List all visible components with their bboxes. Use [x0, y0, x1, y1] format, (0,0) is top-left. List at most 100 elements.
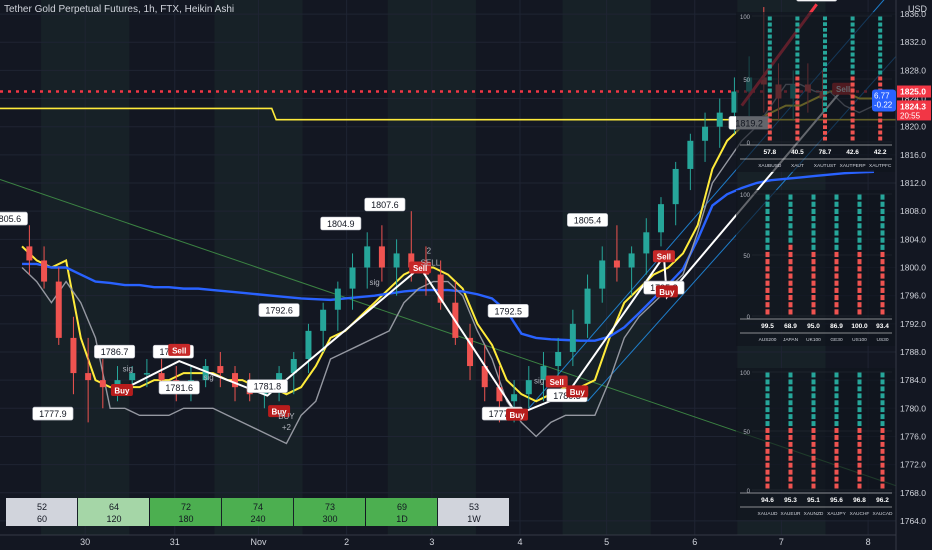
candle-body	[129, 373, 136, 381]
indicator-bar-segment	[880, 393, 885, 399]
current-price-bg	[897, 85, 931, 98]
indicator-bar-segment	[878, 124, 883, 129]
timeframe-score: 74	[253, 502, 263, 512]
indicator-value: 96.2	[876, 497, 889, 504]
timeframe-score: 53	[469, 502, 479, 512]
indicator-tick: 100	[740, 371, 751, 377]
indicator-bar-segment	[811, 476, 816, 482]
timeframe-label: 60	[37, 514, 47, 524]
candle-body	[628, 253, 635, 268]
price-mark-box	[567, 213, 609, 227]
indicator-bar-segment	[823, 79, 827, 84]
indicator-bar-segment	[795, 136, 800, 141]
indicator-bar-segment	[788, 251, 793, 258]
indicator-label: XAUJPY	[827, 511, 846, 517]
indicator-bar-segment	[834, 287, 839, 293]
indicator-bar-segment	[765, 414, 770, 420]
indicator-bar-segment	[880, 230, 885, 236]
indicator-bar-segment	[880, 469, 885, 475]
indicator-bar-segment	[811, 393, 816, 399]
candle-body	[55, 281, 62, 338]
y-tick-label: 1808.0	[900, 206, 926, 216]
indicator-value: 57.8	[763, 149, 776, 156]
candle-body	[437, 274, 444, 303]
indicator-bar-segment	[765, 230, 770, 236]
last-price-label: 1824.3	[900, 101, 926, 111]
chart-annotation: sig	[123, 365, 133, 374]
price-mark: 1792.6	[258, 303, 300, 317]
indicator-bar-segment	[857, 251, 862, 258]
indicator-bar-segment	[767, 88, 772, 93]
indicator-bar-segment	[834, 393, 839, 399]
candle-body	[85, 373, 92, 381]
indicator-label: XAUNZD	[804, 511, 824, 517]
indicator-bar-segment	[811, 194, 816, 200]
candle-body	[158, 373, 165, 381]
indicator-value: 96.8	[853, 497, 866, 504]
buy-signal-box	[506, 408, 529, 421]
indicator-value: 86.9	[830, 323, 843, 330]
indicator-bar-segment	[834, 372, 839, 378]
indicator-bar-segment	[811, 309, 816, 315]
indicator-bar-segment	[857, 223, 862, 229]
indicator-bar-segment	[857, 280, 862, 286]
indicator-label: GE30	[830, 337, 843, 343]
indicator-bar-segment	[834, 230, 839, 236]
indicator-bar-segment	[834, 414, 839, 420]
indicator-bar-segment	[795, 130, 800, 135]
indicator-bar-segment	[788, 194, 793, 200]
indicator-bar-segment	[880, 244, 885, 250]
indicator-bar-segment	[823, 16, 827, 21]
indicator-bar-segment	[823, 85, 827, 89]
sell-signal: Sell	[168, 343, 191, 356]
price-mark: 1837.4	[796, 0, 838, 2]
indicator-bar-segment	[765, 434, 770, 440]
indicator-bar-segment	[788, 309, 793, 315]
indicator-bar-segment	[880, 223, 885, 229]
indicator-label: XAUTUST	[814, 163, 836, 169]
y-tick-label: 1776.0	[900, 431, 926, 441]
indicator-bar-segment	[834, 407, 839, 413]
indicator-bar-segment	[788, 201, 793, 207]
indicator-bar-segment	[878, 82, 883, 87]
indicator-bar-segment	[880, 434, 885, 440]
stats-tag-lower: -0.22	[874, 101, 893, 110]
indicator-bar-segment	[850, 46, 855, 51]
candle-body	[702, 126, 709, 141]
indicator-label: XAUBUSD	[758, 163, 782, 169]
indicator-bar-segment	[788, 223, 793, 229]
indicator-bar-segment	[788, 393, 793, 399]
indicator-bar-segment	[850, 88, 855, 93]
indicator-bar-segment	[765, 194, 770, 200]
indicator-bar-segment	[834, 434, 839, 440]
indicator-label: XAUT	[791, 163, 804, 169]
indicator-bar-segment	[823, 136, 827, 141]
indicator-bar-segment	[857, 294, 862, 301]
price-mark-box	[364, 197, 406, 212]
indicator-bar-segment	[795, 40, 800, 45]
sell-signal: Sell	[409, 261, 432, 274]
indicator-bar-segment	[878, 40, 883, 45]
indicator-value: 95.0	[807, 323, 820, 330]
price-mark-box	[258, 303, 300, 317]
buy-signal-label: Buy	[509, 411, 525, 420]
indicator-bar-segment	[788, 230, 793, 236]
buy-signal-label: Buy	[570, 388, 586, 397]
timeframe-box-bg	[366, 498, 437, 526]
indicator-bar-segment	[834, 302, 839, 308]
indicator-bar-segment	[878, 64, 883, 69]
indicator-bar-segment	[795, 16, 800, 21]
indicator-bar-segment	[857, 476, 862, 482]
candle-body	[232, 373, 239, 388]
price-mark: 1781.8	[246, 379, 288, 393]
candle-body	[334, 288, 341, 310]
indicator-label: AUS200	[759, 337, 777, 343]
